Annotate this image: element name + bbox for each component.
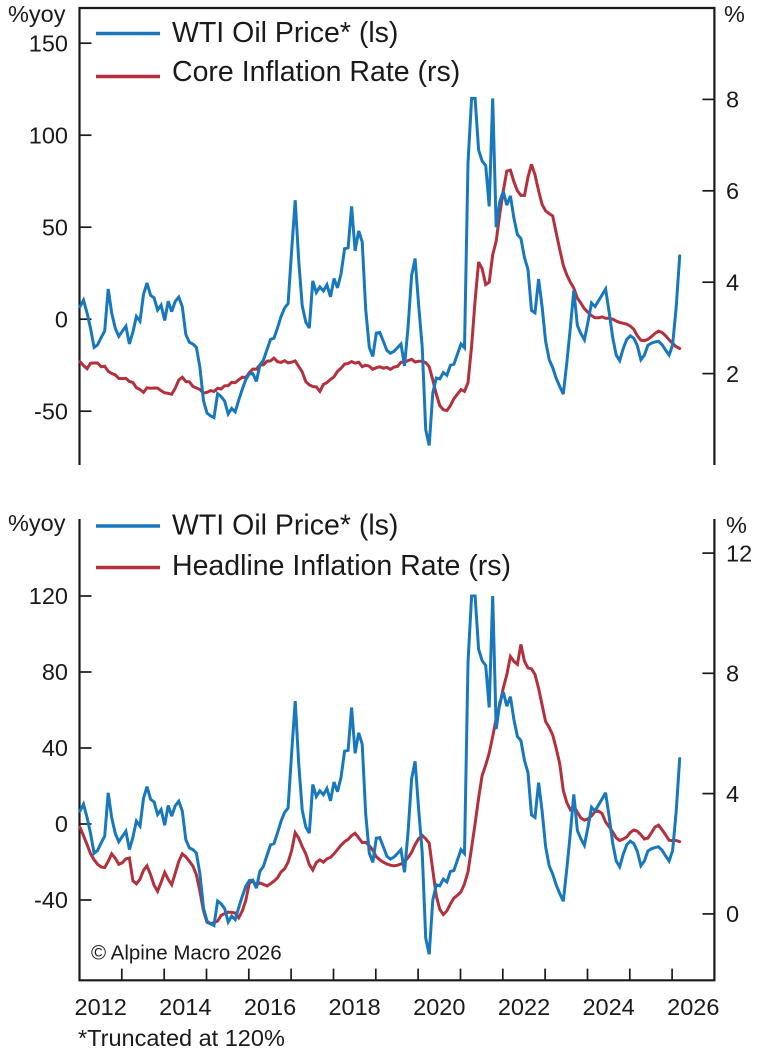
svg-text:-50: -50 — [34, 398, 68, 424]
svg-text:0: 0 — [55, 306, 68, 332]
svg-text:Core Inflation Rate (rs): Core Inflation Rate (rs) — [172, 56, 460, 88]
svg-text:© Alpine Macro 2026: © Alpine Macro 2026 — [91, 942, 282, 965]
svg-text:Headline Inflation Rate (rs): Headline Inflation Rate (rs) — [172, 550, 511, 582]
svg-text:2: 2 — [726, 361, 739, 387]
svg-text:-40: -40 — [34, 887, 68, 913]
svg-text:120: 120 — [29, 583, 68, 609]
svg-text:0: 0 — [55, 811, 68, 837]
svg-text:2014: 2014 — [159, 994, 211, 1020]
svg-text:8: 8 — [726, 87, 739, 113]
svg-text:40: 40 — [42, 735, 68, 761]
svg-text:*Truncated at 120%: *Truncated at 120% — [78, 1025, 285, 1051]
svg-text:4: 4 — [726, 781, 739, 807]
svg-text:8: 8 — [726, 661, 739, 687]
svg-text:%yoy: %yoy — [8, 510, 66, 536]
svg-text:WTI Oil Price* (ls): WTI Oil Price* (ls) — [172, 510, 398, 542]
svg-text:50: 50 — [42, 214, 68, 240]
svg-text:%: % — [724, 1, 745, 27]
svg-text:0: 0 — [726, 901, 739, 927]
svg-text:2018: 2018 — [328, 994, 380, 1020]
svg-text:2020: 2020 — [413, 994, 465, 1020]
svg-text:%yoy: %yoy — [8, 1, 66, 27]
svg-text:6: 6 — [726, 178, 739, 204]
svg-text:150: 150 — [29, 30, 68, 56]
svg-text:12: 12 — [726, 540, 752, 566]
svg-text:100: 100 — [29, 122, 68, 148]
svg-text:2024: 2024 — [582, 994, 634, 1020]
svg-text:%: % — [726, 512, 747, 538]
svg-text:2022: 2022 — [498, 994, 550, 1020]
svg-text:2016: 2016 — [244, 994, 296, 1020]
svg-text:WTI Oil Price* (ls): WTI Oil Price* (ls) — [172, 17, 398, 49]
svg-text:2026: 2026 — [667, 994, 719, 1020]
svg-text:2012: 2012 — [75, 994, 127, 1020]
svg-text:80: 80 — [42, 659, 68, 685]
svg-text:4: 4 — [726, 269, 739, 295]
